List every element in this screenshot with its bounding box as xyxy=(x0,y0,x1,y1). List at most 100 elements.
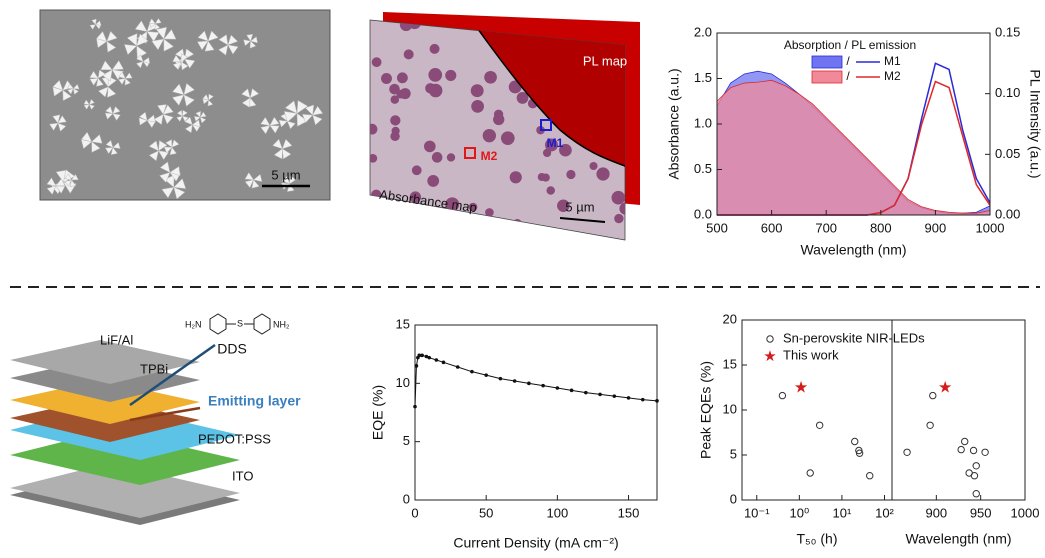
data-point xyxy=(556,386,560,390)
legend-separator: / xyxy=(846,54,850,68)
x-tick-label: 950 xyxy=(970,505,992,520)
y-tick-label: 0.05 xyxy=(995,146,1020,161)
molecule-atom: NH₂ xyxy=(273,319,290,329)
plot-frame xyxy=(415,325,657,500)
molecule-atom: H₂N xyxy=(185,319,202,329)
legend-marker xyxy=(767,336,773,342)
data-point xyxy=(958,446,964,452)
x-tick-label: 100 xyxy=(547,505,569,520)
legend-marker: ★ xyxy=(763,348,776,365)
y-tick-label: 0.00 xyxy=(995,206,1020,221)
x-axis-label: Wavelength (nm) xyxy=(800,242,906,258)
point-label: M2 xyxy=(481,149,498,163)
data-point xyxy=(970,447,976,453)
data-point xyxy=(779,392,785,398)
y-tick-label: 15 xyxy=(723,356,737,371)
legend-label: This work xyxy=(783,347,839,362)
data-point xyxy=(598,393,602,397)
data-point xyxy=(570,389,574,393)
x-axis-label: Current Density (mA cm⁻²) xyxy=(453,535,618,551)
y-tick-label: 0.10 xyxy=(995,85,1020,100)
layer-label: LiF/Al xyxy=(100,332,133,347)
y-tick-label: 5 xyxy=(403,433,410,448)
y-tick-label: 0.0 xyxy=(694,206,712,221)
star-point: ★ xyxy=(938,380,952,397)
y-tick-label: 10 xyxy=(723,401,737,416)
y-tick-label: 15 xyxy=(396,316,410,331)
sem-image: 5 µm xyxy=(40,10,330,200)
x-tick-label: 700 xyxy=(815,220,837,235)
svg-text:S: S xyxy=(237,318,243,328)
data-point xyxy=(415,364,419,368)
data-point xyxy=(962,438,968,444)
y-axis-label: Absorbance (a.u.) xyxy=(666,68,682,179)
y-axis-label: EQE (%) xyxy=(370,385,386,440)
point-label: M1 xyxy=(547,136,564,150)
pl-map-image: PL map Absorbance map M1 M2 5 µm xyxy=(367,10,640,243)
data-point xyxy=(456,365,460,369)
data-point xyxy=(852,438,858,444)
layer-label: Emitting layer xyxy=(208,393,301,409)
data-point xyxy=(413,405,417,409)
plot-frame xyxy=(892,320,1025,500)
x-tick-label: 0 xyxy=(411,505,418,520)
legend-title: Absorption / PL emission xyxy=(784,38,916,52)
x-tick-label: 900 xyxy=(925,505,947,520)
star-point: ★ xyxy=(794,380,808,397)
layer-label: PEDOT:PSS xyxy=(198,431,271,446)
data-point xyxy=(816,422,822,428)
data-point xyxy=(641,398,645,402)
legend-label: M1 xyxy=(884,54,901,68)
layer-label: TPBi xyxy=(140,361,168,376)
y-tick-label: 5 xyxy=(730,446,737,461)
legend-swatch xyxy=(812,71,842,83)
data-point xyxy=(527,382,531,386)
data-point xyxy=(930,392,936,398)
legend-label: M2 xyxy=(884,69,901,83)
y-tick-label: 1.5 xyxy=(694,70,712,85)
scale-bar-label: 5 µm xyxy=(271,167,300,182)
data-point xyxy=(627,396,631,400)
pl-map-label: PL map xyxy=(583,53,627,68)
data-point xyxy=(470,370,474,374)
layer-label: ITO xyxy=(232,468,253,483)
data-point xyxy=(435,358,439,362)
x-axis-label: T₅₀ (h) xyxy=(796,531,837,547)
molecule-label: DDS xyxy=(217,341,247,357)
y-tick-label: 0.15 xyxy=(995,24,1020,39)
x-tick-label: 1000 xyxy=(1011,505,1040,520)
data-point xyxy=(612,394,616,398)
data-point xyxy=(541,384,545,388)
data-point xyxy=(484,373,488,377)
x-tick-label: 600 xyxy=(761,220,783,235)
y-tick-label: 0 xyxy=(403,491,410,506)
legend-separator: / xyxy=(846,69,850,83)
y-tick-label: 0 xyxy=(730,491,737,506)
legend-swatch xyxy=(812,56,842,68)
data-point xyxy=(971,473,977,479)
data-point xyxy=(499,377,503,381)
data-point xyxy=(420,354,424,358)
x-tick-label: 10⁻¹ xyxy=(744,505,770,520)
x-tick-label: 900 xyxy=(925,220,947,235)
y2-axis-label: PL Intensity (a.u.) xyxy=(1027,69,1043,178)
data-point xyxy=(904,449,910,455)
y-tick-label: 10 xyxy=(396,375,410,390)
data-point xyxy=(982,449,988,455)
eqe-line xyxy=(415,355,657,406)
data-point xyxy=(427,356,431,360)
y-axis-label: Peak EQEs (%) xyxy=(698,361,714,459)
x-tick-label: 800 xyxy=(870,220,892,235)
data-point xyxy=(513,379,517,383)
y-tick-label: 20 xyxy=(723,311,737,326)
x-tick-label: 10⁰ xyxy=(790,505,810,520)
x-tick-label: 10¹ xyxy=(833,505,852,520)
x-tick-label: 50 xyxy=(479,505,493,520)
x-tick-label: 500 xyxy=(706,220,728,235)
data-point xyxy=(927,422,933,428)
x-axis-label: Wavelength (nm) xyxy=(905,531,1011,547)
y-tick-label: 2.0 xyxy=(694,24,712,39)
data-point xyxy=(655,399,659,403)
figure: 5 µm PL map Absorbance map M1 M2 5 µm Li… xyxy=(0,0,1045,553)
data-point xyxy=(973,463,979,469)
